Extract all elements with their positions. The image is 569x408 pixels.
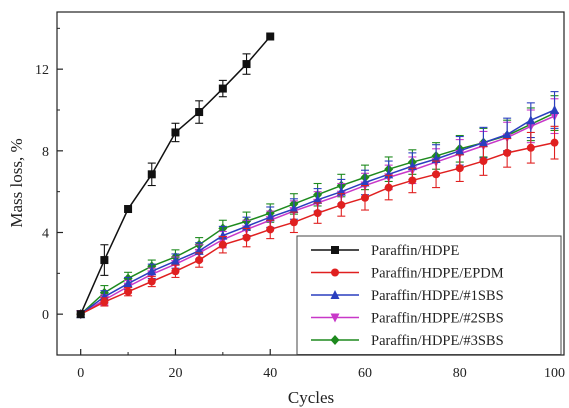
data-point <box>313 209 322 218</box>
data-point <box>384 183 393 192</box>
x-tick-label: 20 <box>168 366 182 381</box>
x-tick-label: 60 <box>358 366 372 381</box>
data-point <box>337 200 346 209</box>
legend-label-paraffin-hdpe-2sbs: Paraffin/HDPE/#2SBS <box>371 311 504 327</box>
data-point <box>218 240 227 249</box>
x-tick-label: 100 <box>544 366 565 381</box>
legend-label-paraffin-hdpe-epdm: Paraffin/HDPE/EPDM <box>371 266 504 282</box>
data-point <box>432 170 441 179</box>
data-point <box>478 137 488 147</box>
data-point <box>384 169 394 179</box>
legend-marker-paraffin-hdpe <box>331 246 339 254</box>
data-point <box>455 164 464 173</box>
data-point <box>289 204 299 214</box>
data-point <box>124 205 133 214</box>
data-point <box>242 233 251 242</box>
x-tick-label: 80 <box>453 366 467 381</box>
data-point <box>123 278 133 288</box>
legend-marker-paraffin-hdpe-1sbs <box>330 290 340 299</box>
data-point <box>289 218 298 227</box>
data-point <box>242 60 251 69</box>
data-point <box>171 267 180 276</box>
data-point <box>266 32 275 41</box>
data-point <box>218 84 227 93</box>
data-point <box>550 105 560 114</box>
legend-label-paraffin-hdpe-3sbs: Paraffin/HDPE/#3SBS <box>371 333 504 349</box>
data-point <box>147 266 157 276</box>
series-layer <box>76 32 560 320</box>
data-point <box>195 108 204 117</box>
y-tick-label: 12 <box>35 63 49 78</box>
data-point <box>550 138 559 147</box>
data-point <box>124 287 133 296</box>
y-tick-label: 0 <box>42 308 49 323</box>
y-axis-title: Mass loss, % <box>7 138 26 227</box>
data-point <box>503 148 512 157</box>
x-axis-title: Cycles <box>288 388 334 407</box>
x-tick-label: 0 <box>77 366 84 381</box>
data-point <box>100 297 109 306</box>
data-point <box>526 115 536 125</box>
data-point <box>455 145 465 155</box>
data-point <box>76 310 85 319</box>
data-point <box>147 277 156 286</box>
data-point <box>360 177 370 187</box>
x-tick-label: 40 <box>263 366 277 381</box>
data-point <box>99 291 109 301</box>
data-point <box>313 194 323 204</box>
data-point <box>100 256 109 265</box>
legend-marker-paraffin-hdpe-epdm <box>331 268 339 277</box>
data-point <box>195 256 204 265</box>
data-point <box>360 193 369 202</box>
data-point <box>170 256 180 266</box>
y-tick-label: 4 <box>42 227 49 242</box>
data-point <box>502 129 512 139</box>
legend: Paraffin/HDPE Paraffin/HDPE/EPDM Paraffin/… <box>296 235 562 355</box>
data-point <box>265 212 275 222</box>
legend-marker-paraffin-hdpe-3sbs <box>330 335 340 345</box>
data-point <box>171 128 180 137</box>
data-point <box>526 143 535 152</box>
y-tick-label: 8 <box>42 145 49 160</box>
data-point <box>266 225 275 234</box>
series-paraffin-hdpe <box>76 32 275 319</box>
data-point <box>147 170 156 179</box>
legend-label-paraffin-hdpe-1sbs: Paraffin/HDPE/#1SBS <box>371 288 504 304</box>
axis-layer: 0 20 40 60 80 100 0 4 8 12 <box>35 27 565 381</box>
data-point <box>408 176 417 185</box>
legend-marker-paraffin-hdpe-2sbs <box>330 313 340 323</box>
data-point <box>479 157 488 166</box>
legend-label-paraffin-hdpe: Paraffin/HDPE <box>371 243 459 259</box>
data-point <box>218 230 228 240</box>
